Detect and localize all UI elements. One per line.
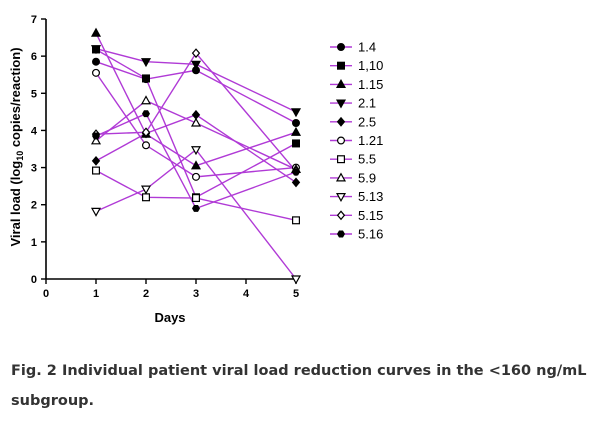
series-line-1 [95,48,297,199]
data-point-s5-p1 [142,141,151,150]
data-point-s6-p2 [192,194,201,203]
series-line-10 [95,112,297,210]
series-line-4 [95,114,297,184]
legend-label-7: 5.9 [358,170,376,185]
axes: 0 1 2 3 4 5 0 1 2 3 4 5 6 7 [31,14,299,300]
legend-label-3: 2.1 [358,96,376,111]
series-lines [95,32,297,280]
legend-label-9: 5.15 [358,208,383,223]
y-axis-title-tail: copies/reaction) [8,47,23,150]
legend-label-8: 5.13 [358,189,383,204]
legend-label-4: 2.5 [358,114,376,129]
svg-text:Viral load (log10 copies/react: Viral load (log10 copies/reaction) [8,47,25,246]
series-line-9 [95,51,297,172]
x-tick-label-1: 1 [93,288,99,300]
legend-marker-2 [335,78,347,89]
data-point-s8-p1 [140,185,152,195]
data-point-s4-p3 [291,177,301,188]
data-point-s8-p0 [90,207,102,217]
x-tick-label-0: 0 [43,288,49,300]
x-tick-label-4: 4 [243,288,250,300]
x-tick-label-5: 5 [293,288,299,300]
legend-marker-7 [335,172,347,182]
legend-marker-10 [337,230,345,238]
data-point-s6-p3 [292,216,301,225]
series-line-8 [95,148,297,280]
data-point-s3-p2 [190,60,202,70]
figure-caption: Fig. 2 Individual patient viral load red… [11,356,597,416]
data-point-s1-p3 [292,139,301,148]
line-chart: Viral load (log10 copies/reaction) Days … [8,14,383,325]
legend-marker-4 [336,116,346,127]
data-point-s0-p3 [292,118,301,127]
data-point-s7-p0 [90,135,102,145]
series-markers [90,27,302,285]
data-point-s9-p1 [141,127,151,138]
y-tick-label-4: 4 [31,125,38,137]
data-point-s10-p1 [142,110,150,118]
legend-marker-9 [336,210,346,221]
legend-label-10: 5.16 [358,227,383,242]
series-line-0 [95,61,297,124]
data-point-s8-p2 [190,146,202,156]
y-axis-title-main: Viral load (log [8,161,23,247]
data-point-s0-p0 [91,57,100,66]
data-point-s7-p2 [190,117,202,127]
y-tick-label-1: 1 [31,237,37,249]
data-point-s6-p1 [142,193,151,202]
legend-marker-1 [337,61,346,70]
y-tick-label-2: 2 [31,200,37,212]
data-point-s2-p3 [290,126,302,136]
data-point-s10-p0 [92,132,100,140]
legend-marker-3 [335,99,347,109]
series-line-6 [95,169,297,221]
data-point-s2-p0 [90,27,102,37]
legend-marker-0 [337,42,346,51]
series-line-7 [95,99,297,171]
legend-label-5: 1.21 [358,133,383,148]
caption-line-1: Fig. 2 Individual patient viral load red… [11,363,587,379]
caption-line-2: subgroup. [11,393,95,409]
y-axis-title-subscript: 10 [15,151,25,161]
data-point-s3-p1 [140,58,152,68]
legend-label-1: 1,10 [358,58,383,73]
data-point-s3-p0 [90,45,102,55]
data-point-s7-p1 [140,95,152,105]
legend-marker-8 [335,193,347,203]
data-point-s2-p2 [190,160,202,170]
data-point-s3-p3 [290,108,302,118]
legend-marker-6 [337,155,346,164]
y-tick-label-7: 7 [31,14,37,26]
x-axis-title: Days [154,310,185,325]
y-axis-title: Viral load (log10 copies/reaction) [8,47,25,246]
data-point-s10-p3 [292,168,300,176]
series-line-3 [95,48,297,113]
legend-label-2: 1.15 [358,77,383,92]
x-tick-label-2: 2 [143,288,149,300]
y-tick-label-5: 5 [31,88,37,100]
legend: 1.4 1,10 1.15 2.1 2.5 1.21 5.5 5.9 5.13 5.15 5.16 [330,40,383,242]
data-point-s8-p3 [290,275,302,285]
y-tick-label-0: 0 [31,274,37,286]
y-tick-label-6: 6 [31,51,37,63]
legend-marker-5 [337,136,346,145]
data-point-s1-p1 [142,74,151,83]
data-point-s5-p0 [91,68,100,77]
legend-label-6: 5.5 [358,152,376,167]
y-tick-label-3: 3 [31,163,37,175]
data-point-s6-p0 [91,166,100,175]
data-point-s5-p2 [192,172,201,181]
data-point-s9-p2 [191,48,201,59]
data-point-s10-p2 [192,204,200,212]
data-point-s4-p0 [91,155,101,166]
x-tick-label-3: 3 [193,288,199,300]
legend-label-0: 1.4 [358,40,376,55]
